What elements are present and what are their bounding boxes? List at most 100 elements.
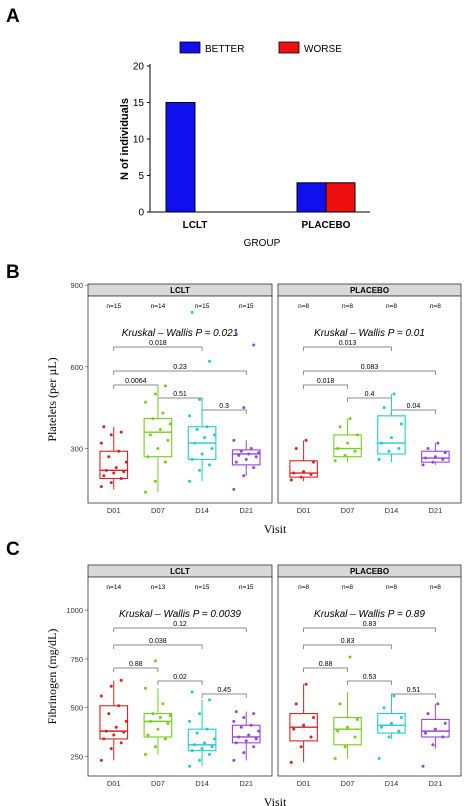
data-point: [208, 753, 212, 757]
data-point: [146, 455, 150, 459]
data-point: [431, 460, 435, 464]
comparison-p-value: 0.53: [363, 674, 377, 681]
data-point: [309, 735, 313, 739]
data-point: [348, 417, 352, 421]
data-point: [353, 449, 357, 453]
n-label: n=8: [298, 584, 309, 591]
data-point: [117, 704, 121, 708]
data-point: [156, 447, 160, 451]
y-tick-label: 20: [133, 62, 145, 73]
data-point: [144, 686, 147, 690]
data-point: [234, 332, 238, 336]
data-point: [188, 414, 192, 418]
comparison-p-value: 0.04: [407, 403, 421, 410]
data-point: [102, 425, 106, 429]
comparison-bracket: [113, 370, 247, 375]
data-point: [441, 457, 445, 461]
data-point: [112, 733, 116, 737]
comparison-bracket: [113, 627, 247, 632]
y-tick-label: 500: [70, 704, 83, 713]
data-point: [190, 749, 194, 753]
data-point: [119, 678, 123, 682]
data-point: [431, 743, 435, 747]
data-point: [148, 433, 152, 437]
data-point: [353, 735, 357, 739]
y-tick-label: 1000: [66, 606, 83, 615]
x-tick-label: D21: [428, 506, 442, 515]
n-label: n=8: [430, 584, 441, 591]
data-point: [104, 729, 108, 733]
data-point: [188, 479, 192, 483]
data-point: [190, 310, 194, 314]
data-point: [151, 712, 155, 716]
data-point: [193, 743, 197, 747]
data-point: [205, 425, 209, 429]
data-point: [380, 441, 384, 445]
n-label: n=8: [342, 303, 353, 310]
data-point: [109, 747, 113, 751]
legend-swatch-worse: [278, 41, 300, 54]
data-point: [441, 735, 445, 739]
data-point: [343, 453, 347, 457]
data-point: [210, 447, 214, 451]
data-point: [122, 470, 126, 474]
data-point: [249, 447, 253, 451]
data-point: [213, 737, 216, 741]
data-point: [252, 712, 256, 716]
data-point: [382, 706, 386, 710]
data-point: [109, 481, 113, 485]
data-point: [107, 712, 111, 716]
data-point: [257, 451, 261, 455]
data-point: [153, 745, 157, 749]
legend-swatch-better: [179, 41, 201, 54]
data-point: [389, 721, 393, 725]
x-axis-label: GROUP: [244, 238, 281, 249]
data-point: [237, 453, 241, 457]
comparison-p-value: 0.12: [173, 621, 187, 628]
kruskal-wallis-label: Kruskal – Wallis P = 0.89: [314, 609, 425, 620]
data-point: [242, 474, 246, 478]
y-tick-label: 250: [70, 752, 83, 761]
data-point: [289, 760, 293, 764]
x-tick-label: D07: [341, 779, 355, 788]
x-tick-label: D14: [195, 506, 209, 515]
data-point: [338, 425, 342, 429]
data-point: [377, 756, 381, 760]
x-tick-label: D07: [341, 506, 355, 515]
n-label: n=14: [151, 303, 166, 310]
y-axis-label: Fibrinogen (mg/dL): [45, 629, 59, 725]
data-point: [161, 411, 165, 415]
x-axis-label: Visit: [264, 795, 287, 806]
data-point: [304, 682, 308, 686]
data-point: [163, 460, 167, 464]
data-point: [234, 710, 238, 714]
data-point: [257, 729, 261, 733]
box-iqr: [231, 724, 261, 744]
comparison-p-value: 0.45: [217, 687, 231, 694]
x-tick-label: D01: [297, 779, 311, 788]
data-point: [190, 690, 194, 694]
data-point: [210, 745, 214, 749]
comparison-bracket: [347, 680, 392, 685]
comparison-bracket: [113, 667, 159, 672]
data-point: [188, 719, 192, 723]
data-point: [114, 466, 118, 470]
y-tick-label: 0: [138, 208, 144, 219]
data-point: [232, 487, 236, 491]
n-label: n=8: [386, 584, 397, 591]
n-label: n=8: [386, 303, 397, 310]
x-tick-label: D21: [239, 506, 253, 515]
data-point: [234, 460, 238, 464]
data-point: [232, 758, 236, 762]
n-label: n=14: [106, 584, 121, 591]
data-point: [200, 452, 204, 456]
data-point: [198, 758, 202, 762]
data-point: [109, 433, 113, 437]
data-point: [117, 449, 121, 453]
n-label: n=15: [239, 584, 254, 591]
data-point: [244, 457, 248, 461]
data-point: [343, 745, 347, 749]
n-label: n=8: [430, 303, 441, 310]
box-iqr: [333, 434, 362, 458]
data-point: [426, 712, 430, 716]
